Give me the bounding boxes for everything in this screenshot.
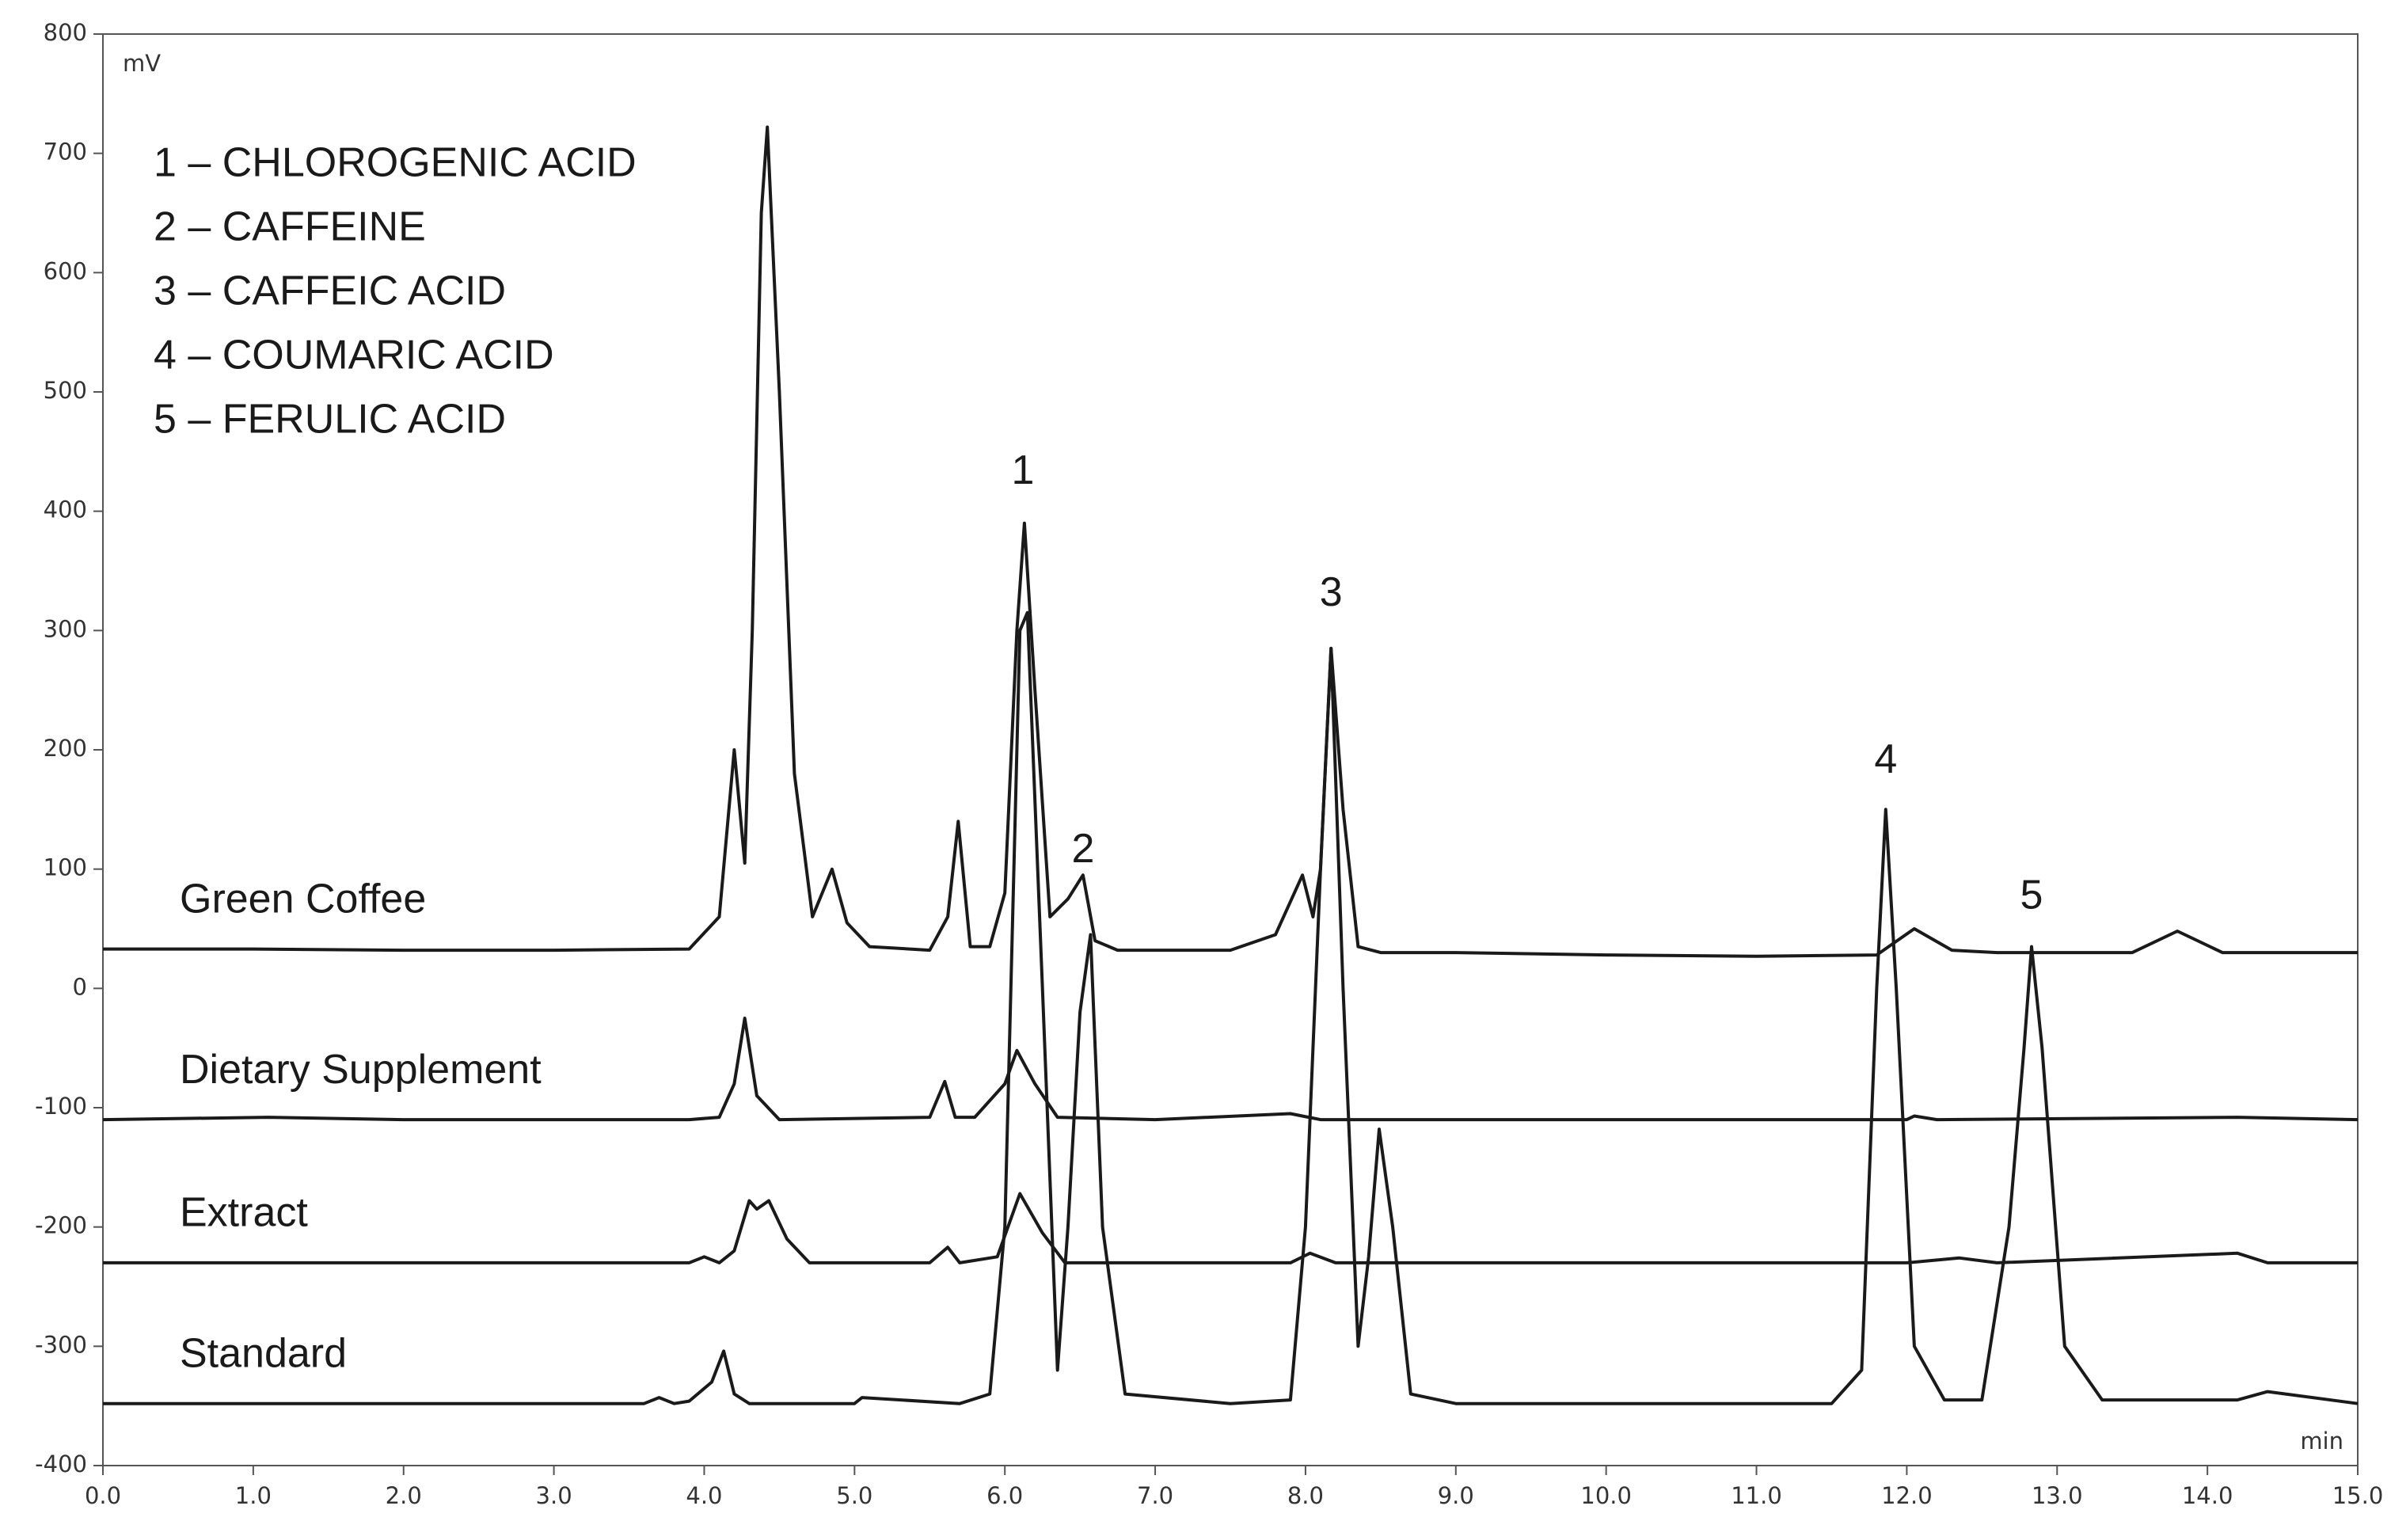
legend-line: 4 – COUMARIC ACID — [154, 333, 554, 378]
series-label: Extract — [180, 1190, 308, 1236]
series-line — [103, 125, 2358, 958]
y-tick-label: -200 — [35, 1212, 87, 1239]
peak-label: 5 — [2020, 873, 2043, 918]
peak-label: 3 — [1320, 569, 1343, 615]
y-tick-label: 600 — [44, 257, 87, 284]
y-tick-label: 500 — [44, 377, 87, 404]
y-tick-label: -300 — [35, 1331, 87, 1358]
series-label: Dietary Supplement — [180, 1047, 542, 1093]
peak-label: 2 — [1071, 826, 1094, 872]
x-tick-label: 4.0 — [686, 1482, 722, 1509]
x-tick-label: 11.0 — [1731, 1482, 1782, 1509]
y-tick-label: 200 — [44, 735, 87, 762]
legend-line: 1 – CHLOROGENIC ACID — [154, 140, 637, 186]
x-tick-label: 0.0 — [85, 1482, 121, 1509]
x-tick-label: 14.0 — [2182, 1482, 2233, 1509]
x-tick-label: 12.0 — [1881, 1482, 1933, 1509]
x-tick-label: 10.0 — [1580, 1482, 1632, 1509]
x-tick-label: 13.0 — [2032, 1482, 2083, 1509]
x-tick-label: 5.0 — [836, 1482, 872, 1509]
legend-line: 2 – CAFFEINE — [154, 204, 426, 250]
x-tick-label: 7.0 — [1137, 1482, 1173, 1509]
legend-line: 3 – CAFFEIC ACID — [154, 268, 506, 314]
y-unit: mV — [123, 50, 161, 77]
x-tick-label: 1.0 — [235, 1482, 272, 1509]
legend-line: 5 – FERULIC ACID — [154, 397, 506, 443]
series-label: Green Coffee — [180, 876, 426, 922]
x-tick-label: 8.0 — [1287, 1482, 1324, 1509]
y-tick-label: 800 — [44, 19, 87, 46]
series-line — [103, 610, 2359, 1405]
y-tick-label: -400 — [35, 1451, 87, 1477]
plot-frame — [102, 33, 2359, 1466]
x-tick-label: 9.0 — [1438, 1482, 1474, 1509]
x-tick-label: 6.0 — [986, 1482, 1023, 1509]
y-tick-label: 300 — [44, 615, 87, 642]
y-tick-label: 400 — [44, 496, 87, 523]
series-label: Standard — [180, 1330, 347, 1376]
y-tick-label: 0 — [73, 973, 87, 1000]
y-tick-label: 700 — [44, 139, 87, 165]
series-line — [102, 1017, 2359, 1122]
x-tick-label: 2.0 — [386, 1482, 422, 1509]
y-tick-label: 100 — [44, 854, 87, 881]
y-tick-label: -100 — [35, 1093, 87, 1120]
x-unit: min — [2300, 1428, 2343, 1454]
peak-label: 1 — [1012, 447, 1035, 493]
x-tick-label: 15.0 — [2332, 1482, 2384, 1509]
x-tick-label: 3.0 — [536, 1482, 572, 1509]
series-line — [103, 1192, 2358, 1264]
peak-label: 4 — [1874, 736, 1897, 782]
